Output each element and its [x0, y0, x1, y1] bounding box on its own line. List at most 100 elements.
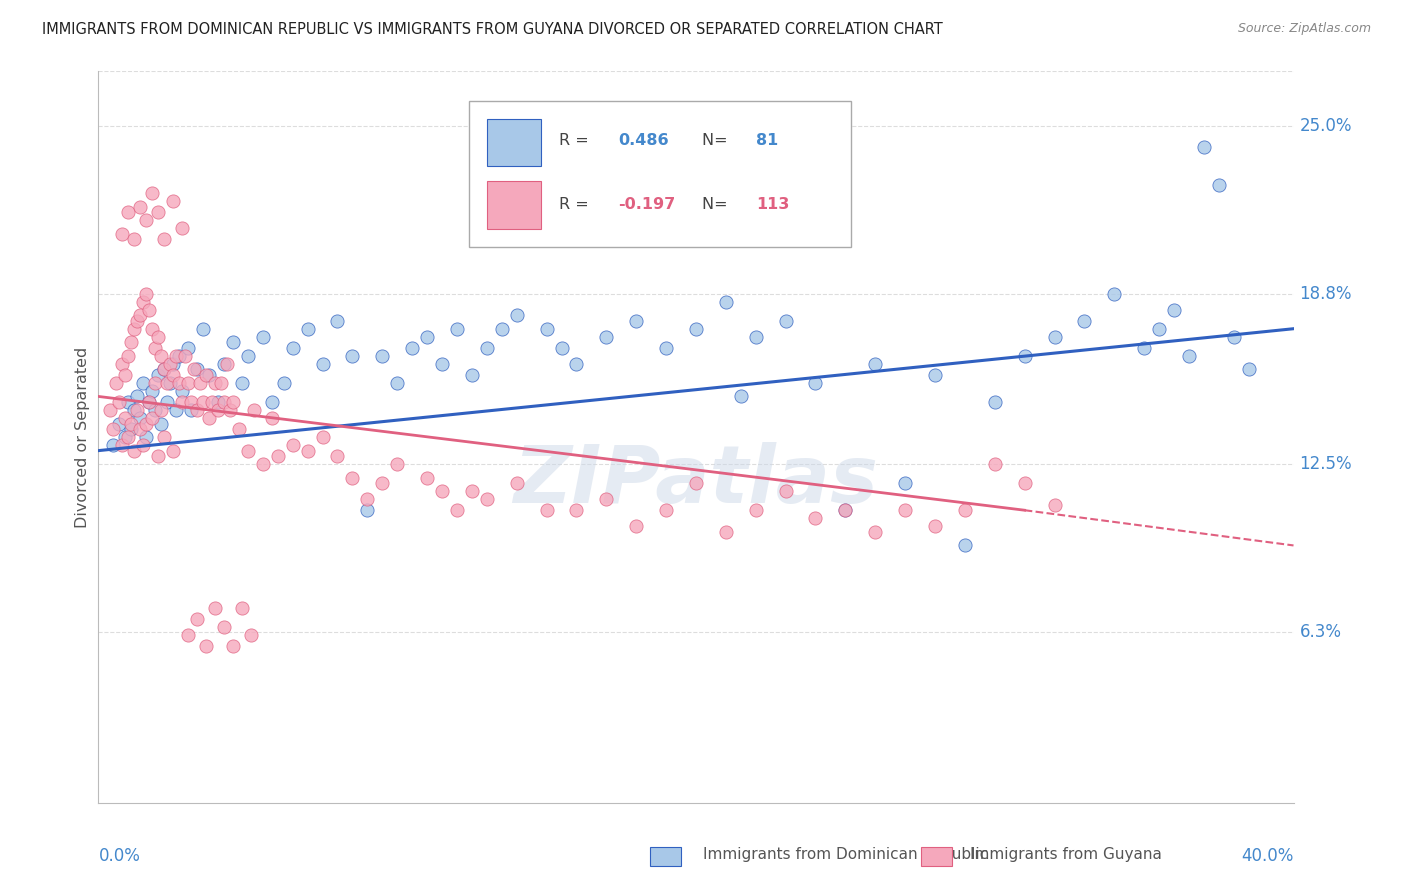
Point: [984, 457, 1007, 471]
Point: [124, 232, 146, 246]
Point: [162, 443, 184, 458]
Point: [281, 438, 304, 452]
Point: [143, 341, 166, 355]
Point: [124, 322, 146, 336]
Point: [129, 411, 152, 425]
Point: [153, 362, 176, 376]
Point: [446, 503, 468, 517]
Point: [153, 362, 176, 376]
Point: [297, 443, 319, 458]
Point: [834, 503, 856, 517]
Point: [132, 438, 155, 452]
Point: [894, 503, 917, 517]
Text: R =: R =: [558, 197, 593, 212]
Point: [273, 376, 295, 390]
Point: [894, 476, 917, 491]
Point: [430, 357, 453, 371]
Point: [195, 639, 218, 653]
Point: [371, 349, 394, 363]
Point: [385, 457, 409, 471]
Point: [117, 395, 139, 409]
Point: [162, 368, 184, 382]
Bar: [486, 181, 541, 228]
Point: [172, 221, 194, 235]
Point: [212, 357, 235, 371]
Point: [150, 417, 173, 431]
Point: [103, 438, 125, 452]
Point: [204, 376, 226, 390]
Point: [212, 620, 235, 634]
Point: [626, 313, 648, 327]
Point: [98, 403, 122, 417]
Point: [775, 313, 797, 327]
Point: [114, 430, 136, 444]
Point: [461, 368, 484, 382]
Point: [1147, 322, 1170, 336]
Point: [745, 503, 768, 517]
Point: [188, 376, 211, 390]
Point: [626, 519, 648, 533]
Point: [461, 484, 484, 499]
Point: [775, 484, 797, 499]
Point: [138, 302, 160, 317]
Point: [252, 330, 274, 344]
Point: [745, 330, 768, 344]
Point: [108, 395, 131, 409]
Point: [201, 395, 224, 409]
Point: [172, 395, 194, 409]
Point: [236, 349, 259, 363]
Point: [153, 232, 176, 246]
Text: 40.0%: 40.0%: [1241, 847, 1294, 864]
Point: [135, 417, 157, 431]
Point: [953, 538, 976, 552]
Point: [655, 503, 678, 517]
Point: [186, 611, 208, 625]
Point: [117, 205, 139, 219]
Point: [198, 411, 221, 425]
Point: [156, 395, 179, 409]
Point: [127, 313, 149, 327]
Point: [565, 357, 588, 371]
Point: [111, 227, 134, 241]
Point: [183, 362, 205, 376]
Point: [222, 335, 245, 350]
Point: [124, 443, 146, 458]
Point: [162, 194, 184, 209]
Point: [177, 341, 200, 355]
Point: [120, 335, 142, 350]
Point: [356, 492, 378, 507]
Point: [207, 403, 229, 417]
Point: [371, 476, 394, 491]
Point: [132, 376, 155, 390]
Point: [162, 357, 184, 371]
Point: [141, 186, 163, 201]
Point: [191, 322, 214, 336]
Point: [105, 376, 128, 390]
Point: [984, 395, 1007, 409]
Point: [252, 457, 274, 471]
Point: [326, 449, 349, 463]
Point: [148, 368, 170, 382]
Point: [195, 368, 218, 382]
Point: [108, 417, 131, 431]
Point: [1237, 362, 1260, 376]
Point: [207, 395, 229, 409]
Point: [730, 389, 752, 403]
Point: [550, 341, 572, 355]
Point: [135, 430, 157, 444]
Point: [127, 403, 149, 417]
Point: [124, 403, 146, 417]
Text: 0.0%: 0.0%: [98, 847, 141, 864]
Point: [150, 403, 173, 417]
Point: [177, 628, 200, 642]
Point: [186, 362, 208, 376]
Point: [1163, 302, 1185, 317]
Point: [804, 376, 827, 390]
Point: [475, 492, 498, 507]
Text: 113: 113: [756, 197, 789, 212]
Point: [342, 471, 364, 485]
Text: 12.5%: 12.5%: [1299, 455, 1353, 473]
Point: [924, 368, 946, 382]
Text: Immigrants from Dominican Republic: Immigrants from Dominican Republic: [703, 847, 988, 862]
Point: [141, 322, 163, 336]
